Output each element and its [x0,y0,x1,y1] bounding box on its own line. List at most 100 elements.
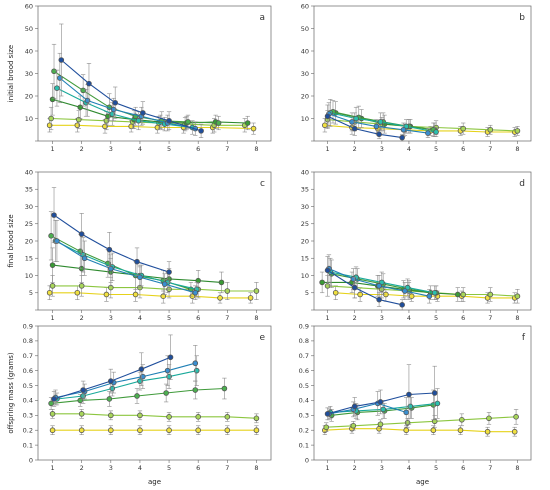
data-point [350,422,357,429]
x-tick-label: 8 [515,464,519,472]
x-tick-label: 2 [353,145,357,153]
x-tick-label: 3 [380,314,384,322]
data-point [108,265,114,272]
series-line [49,124,254,130]
data-point [74,289,81,296]
series-line [326,416,517,428]
data-point [457,427,464,434]
data-point [80,87,86,94]
data-point [399,134,405,141]
data-point [195,277,201,284]
y-tick-label: 30 [301,70,309,78]
series-line [55,240,197,290]
y-tick-label: 0.4 [23,397,33,405]
data-point [319,279,325,286]
data-point [166,414,172,420]
series-0 [51,187,172,283]
data-point [49,411,56,417]
x-tick-label: 6 [461,464,465,472]
data-point [78,231,85,237]
data-point [58,57,65,63]
data-point [253,288,260,294]
x-tick-label: 7 [488,314,492,322]
series-line [52,98,248,124]
y-tick-label: 0.9 [299,322,309,330]
panel-d: 5 10 15 20 25 30 35 40 1 2 3 4 5 6 7 8 d [301,168,532,322]
y-tick-label: 0.1 [23,441,33,449]
x-tick-label: 7 [225,464,229,472]
y-tick-label: 0.6 [23,367,33,375]
data-point [49,427,56,434]
data-point [431,390,438,396]
data-point [403,409,410,416]
data-point [217,295,223,301]
data-point [244,120,251,126]
data-point [513,414,519,420]
data-point [332,289,339,296]
x-tick-label: 3 [109,314,113,322]
data-point [51,396,57,402]
data-point [376,283,382,289]
data-point [106,396,113,402]
data-point [48,115,54,122]
series-line [335,292,515,299]
x-tick-label: 5 [434,145,438,153]
y-tick-label: 0.1 [299,441,309,449]
panel-letter: e [259,333,265,343]
data-point [351,284,358,291]
y-tick-label: 0.3 [299,412,309,420]
data-point [324,113,331,120]
data-point [51,212,57,218]
x-axis-title: age [148,478,161,486]
data-point [460,291,466,298]
y-axis-title: offspring mass (grams) [7,352,15,434]
x-tick-label: 1 [50,314,54,322]
data-point [137,427,143,434]
data-point [135,117,142,124]
x-tick-label: 4 [407,464,411,472]
y-tick-label: 40 [301,168,309,176]
x-tick-label: 8 [515,145,519,153]
y-tick-label: 30 [25,70,33,78]
x-tick-label: 2 [353,314,357,322]
x-tick-label: 3 [109,145,113,153]
x-tick-label: 5 [167,314,171,322]
x-tick-label: 6 [196,314,200,322]
x-tick-label: 1 [325,145,329,153]
x-tick-label: 5 [434,464,438,472]
series-5 [48,106,248,133]
y-tick-label: 0.8 [23,337,33,345]
series-0 [324,104,405,142]
data-point [49,262,56,268]
panel-f: 0 0.1 0.2 0.3 0.4 0.5 0.6 0.7 0.8 0.9 1 2 3 4 5 6 7 8 f age [299,322,532,486]
series-line [52,285,257,292]
y-tick-label: 0.2 [23,427,33,435]
data-point [224,414,231,420]
data-point [137,412,143,419]
series-0 [51,334,174,407]
y-tick-label: 0.5 [23,382,33,390]
data-point [46,289,53,296]
data-point [86,80,92,87]
data-point [218,279,225,286]
y-tick-label: 50 [301,25,309,33]
series-line [59,77,196,130]
data-point [106,246,113,253]
y-tick-label: 40 [301,47,309,55]
data-point [514,128,521,134]
y-tick-label: 10 [25,272,33,280]
plot-frame [313,325,532,461]
data-point [487,126,494,133]
data-point [402,288,408,294]
data-point [373,123,380,130]
plot-frame [37,325,272,461]
x-tick-label: 5 [434,314,438,322]
series-4 [49,409,260,424]
data-point [486,415,492,422]
series-1 [54,220,199,300]
data-point [351,403,358,410]
data-point [51,68,57,75]
x-tick-label: 7 [488,464,492,472]
data-point [48,233,54,239]
